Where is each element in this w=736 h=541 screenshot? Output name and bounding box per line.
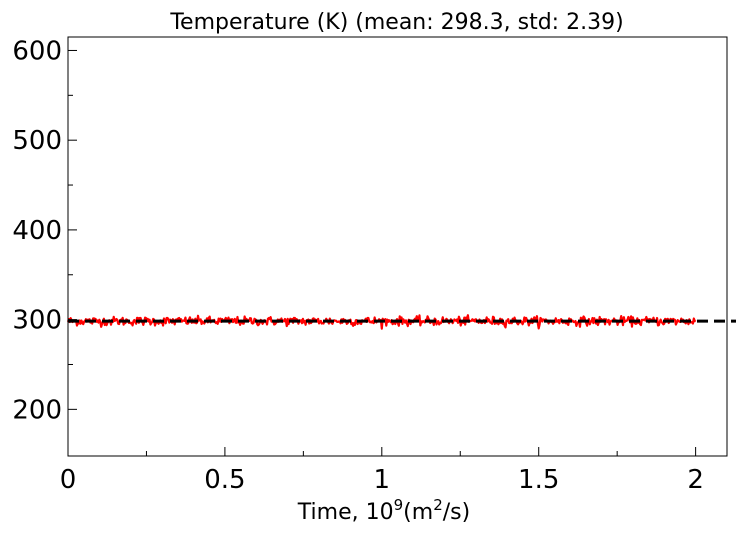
x-axis-label: Time, 109(m2/s) <box>297 496 470 525</box>
x-axis-label-text: Time, 10 <box>297 500 394 525</box>
x-tick-label: 0 <box>60 465 77 495</box>
x-tick-label: 1.5 <box>518 465 559 495</box>
chart-title: Temperature (K) (mean: 298.3, std: 2.39) <box>169 10 623 35</box>
x-tick-label: 1 <box>374 465 391 495</box>
axes: 0 0.5 1 1.5 2 200 300 400 500 600 <box>12 36 728 495</box>
plot-frame <box>67 36 728 457</box>
x-axis-label-unit-suffix: /s) <box>443 500 470 525</box>
y-tick-label: 400 <box>12 216 62 246</box>
y-tick-label: 300 <box>12 306 62 336</box>
x-tick-label: 0.5 <box>204 465 245 495</box>
y-tick-label: 500 <box>12 126 62 156</box>
y-tick-label: 600 <box>12 36 62 66</box>
x-axis-label-exponent: 9 <box>394 496 404 514</box>
x-axis-label-unit: (m <box>403 500 433 525</box>
plot-area <box>66 314 736 330</box>
x-tick-label: 2 <box>687 465 704 495</box>
x-axis-label-unit-exponent: 2 <box>433 496 443 514</box>
y-tick-label: 200 <box>12 395 62 425</box>
